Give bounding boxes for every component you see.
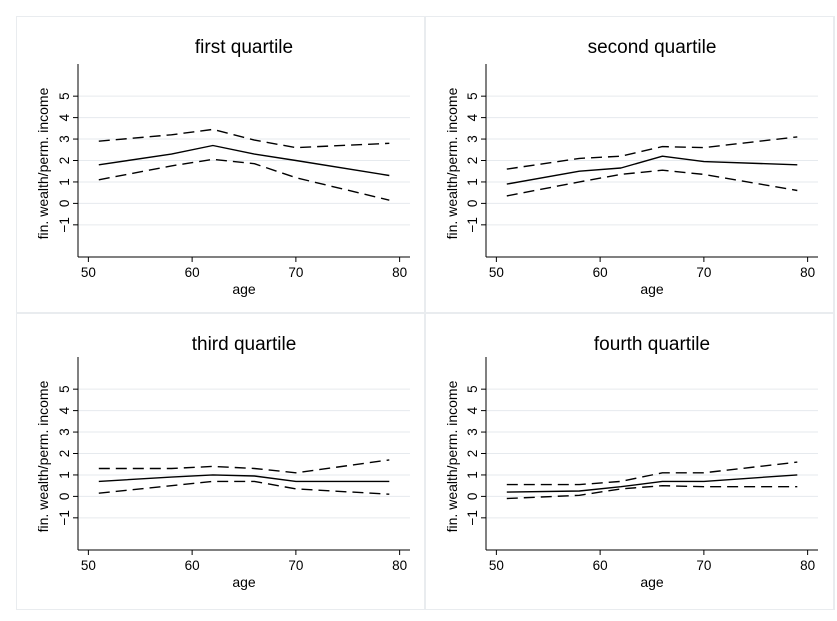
- y-tick-label: −1: [465, 217, 480, 232]
- y-tick-label: 2: [465, 450, 480, 458]
- x-tick-label: 70: [288, 265, 303, 280]
- x-tick-label: 60: [593, 265, 608, 280]
- x-tick-label: 50: [81, 558, 96, 573]
- series-line-dashed-band: [506, 169, 798, 197]
- x-tick-label: 50: [489, 265, 504, 280]
- panel-frame: [16, 313, 425, 610]
- series-line-dashed-band: [98, 480, 390, 495]
- x-tick-label: 80: [392, 558, 407, 573]
- x-tick-label: 70: [696, 265, 711, 280]
- y-tick-label: 0: [465, 493, 480, 501]
- series-line-dashed-band: [98, 158, 390, 201]
- series-line-dashed-band: [506, 485, 798, 500]
- panel-3: third quartile −1 0 1 2 3 4 5 50 60 70 80 age fin. we…: [16, 313, 425, 610]
- y-axis-label: fin. wealth/perm. income: [35, 87, 51, 239]
- series-line-dashed-band: [98, 459, 390, 474]
- y-tick-label: 0: [465, 200, 480, 208]
- panel-frame: [16, 16, 425, 313]
- y-tick-label: 4: [57, 113, 72, 121]
- panel-title: third quartile: [192, 334, 297, 355]
- y-tick-label: 3: [57, 428, 72, 436]
- y-axis-label: fin. wealth/perm. income: [35, 380, 51, 532]
- y-tick-label: 5: [465, 385, 480, 393]
- y-tick-label: 1: [465, 178, 480, 186]
- y-axis-label: fin. wealth/perm. income: [444, 380, 460, 532]
- y-tick-label: 4: [465, 406, 480, 414]
- y-tick-label: 3: [465, 135, 480, 143]
- panel-frame: [425, 16, 834, 313]
- y-tick-label: 2: [57, 450, 72, 458]
- y-tick-label: 0: [57, 200, 72, 208]
- x-tick-label: 50: [489, 558, 504, 573]
- x-axis-label: age: [232, 574, 256, 590]
- y-tick-label: 5: [465, 92, 480, 100]
- series-line-solid-estimate: [98, 474, 390, 483]
- x-tick-label: 60: [185, 265, 200, 280]
- y-tick-label: 5: [57, 385, 72, 393]
- y-tick-label: 1: [57, 178, 72, 186]
- y-tick-label: 2: [57, 157, 72, 165]
- x-tick-label: 60: [185, 558, 200, 573]
- y-axis-label: fin. wealth/perm. income: [444, 87, 460, 239]
- y-tick-label: −1: [465, 510, 480, 525]
- y-tick-label: 1: [57, 471, 72, 479]
- y-tick-label: 2: [465, 157, 480, 165]
- series-line-solid-estimate: [98, 144, 390, 177]
- panel-title: fourth quartile: [594, 334, 710, 355]
- y-tick-label: 0: [57, 493, 72, 501]
- y-tick-label: 1: [465, 471, 480, 479]
- x-tick-label: 70: [696, 558, 711, 573]
- panel-1: first quartile −1 0 1 2 3 4 5 50 60 70 80 age fin. we…: [16, 16, 425, 313]
- series-line-dashed-band: [98, 128, 390, 149]
- y-tick-label: 5: [57, 92, 72, 100]
- y-tick-label: −1: [57, 217, 72, 232]
- y-tick-label: −1: [57, 510, 72, 525]
- x-axis-label: age: [640, 574, 664, 590]
- panel-title: first quartile: [195, 37, 293, 58]
- y-tick-label: 4: [57, 406, 72, 414]
- x-tick-label: 80: [392, 265, 407, 280]
- x-axis-label: age: [640, 281, 664, 297]
- y-tick-label: 3: [465, 428, 480, 436]
- x-tick-label: 60: [593, 558, 608, 573]
- series-line-dashed-band: [506, 461, 798, 486]
- panel-4: fourth quartile −1 0 1 2 3 4 5 50 60 70 80 age fin. w…: [425, 313, 834, 610]
- series-line-solid-estimate: [506, 474, 798, 493]
- x-tick-label: 70: [288, 558, 303, 573]
- x-tick-label: 50: [81, 265, 96, 280]
- x-tick-label: 80: [800, 265, 815, 280]
- panel-2: second quartile −1 0 1 2 3 4 5 50 60 70 80 age fin. w…: [425, 16, 834, 313]
- y-tick-label: 4: [465, 113, 480, 121]
- y-tick-label: 3: [57, 135, 72, 143]
- series-line-dashed-band: [506, 136, 798, 170]
- panel-frame: [425, 313, 834, 610]
- panel-title: second quartile: [588, 37, 717, 58]
- series-line-solid-estimate: [506, 155, 798, 185]
- x-tick-label: 80: [800, 558, 815, 573]
- x-axis-label: age: [232, 281, 256, 297]
